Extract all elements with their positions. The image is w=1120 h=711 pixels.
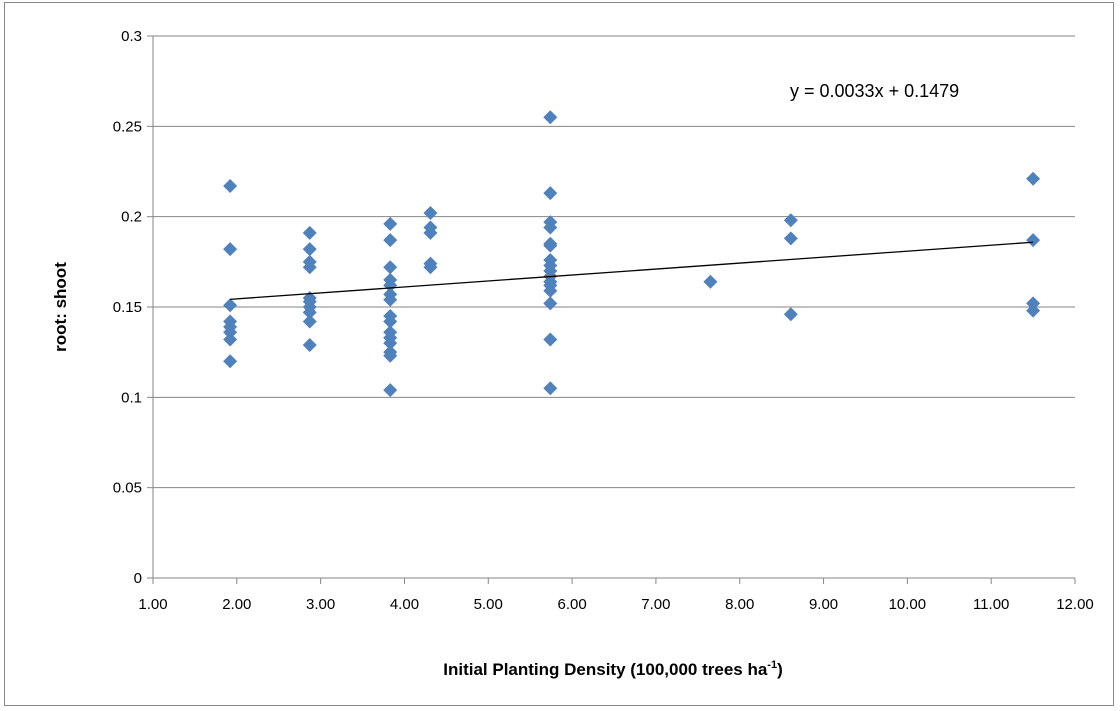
x-tick-label: 10.00 — [889, 596, 927, 613]
x-tick-labels: 1.00 2.00 3.00 4.00 5.00 6.00 7.00 8.00 9.00 10.0… — [138, 596, 1093, 613]
data-point — [223, 242, 238, 257]
y-tick-label: 0.1 — [121, 389, 142, 406]
x-axis-title-closing: ) — [777, 660, 783, 679]
data-point — [1026, 296, 1041, 311]
x-tick-label: 12.00 — [1056, 596, 1094, 613]
data-point — [543, 381, 558, 396]
data-point — [383, 383, 398, 398]
data-point — [223, 354, 238, 369]
data-point — [223, 332, 238, 347]
data-point — [423, 225, 438, 240]
y-tick-labels: 0 0.05 0.1 0.15 0.2 0.25 0.3 — [113, 28, 142, 587]
data-point — [543, 332, 558, 347]
y-tick-label: 0.25 — [113, 118, 142, 135]
data-point — [1026, 233, 1041, 248]
data-point — [543, 238, 558, 253]
data-point — [302, 225, 317, 240]
gridlines — [147, 35, 1076, 584]
data-point — [223, 298, 238, 313]
x-tick-label: 9.00 — [809, 596, 838, 613]
axes — [152, 36, 1075, 579]
data-point — [383, 216, 398, 231]
y-tick-label: 0.05 — [113, 480, 142, 497]
data-point — [783, 213, 798, 228]
data-point — [302, 314, 317, 329]
data-point — [383, 314, 398, 329]
data-point — [383, 292, 398, 307]
x-tick-label: 5.00 — [474, 596, 503, 613]
x-tick-label: 7.00 — [641, 596, 670, 613]
data-point — [383, 336, 398, 351]
data-points — [223, 110, 1041, 398]
y-axis-title: root: shoot — [51, 262, 70, 352]
x-tick-label: 3.00 — [306, 596, 335, 613]
x-tick-label: 2.00 — [222, 596, 251, 613]
data-point — [383, 233, 398, 248]
trendline — [230, 241, 1034, 300]
y-tick-label: 0.2 — [121, 209, 142, 226]
data-point — [302, 305, 317, 320]
data-point — [783, 307, 798, 322]
data-point — [703, 274, 718, 289]
data-point — [1026, 303, 1041, 318]
x-tick-label: 1.00 — [138, 596, 167, 613]
data-point — [783, 231, 798, 246]
data-point — [543, 110, 558, 125]
x-tick-label: 11.00 — [973, 596, 1009, 613]
x-axis-title-main: Initial Planting Density (100,000 trees … — [443, 660, 768, 679]
data-point — [223, 178, 238, 193]
x-axis-title-superscript: -1 — [767, 659, 777, 671]
x-axis-title: Initial Planting Density (100,000 trees … — [443, 659, 783, 679]
data-point — [1026, 171, 1041, 186]
y-tick-label: 0.3 — [121, 28, 142, 45]
data-point — [383, 348, 398, 363]
data-point — [223, 325, 238, 340]
data-point — [543, 283, 558, 298]
y-tick-label: 0 — [134, 570, 142, 587]
data-point — [543, 186, 558, 201]
trendline-equation: y = 0.0033x + 0.1479 — [790, 81, 959, 101]
data-point — [543, 296, 558, 311]
data-point — [302, 242, 317, 257]
data-point — [302, 260, 317, 275]
x-tick-label: 6.00 — [557, 596, 586, 613]
x-tick-label: 4.00 — [390, 596, 419, 613]
data-point — [383, 260, 398, 275]
chart-frame — [4, 2, 1114, 706]
y-tick-label: 0.15 — [113, 299, 142, 316]
data-point — [302, 337, 317, 352]
data-point — [423, 206, 438, 221]
data-point — [543, 220, 558, 235]
x-tick-label: 8.00 — [725, 596, 754, 613]
data-point — [423, 260, 438, 275]
